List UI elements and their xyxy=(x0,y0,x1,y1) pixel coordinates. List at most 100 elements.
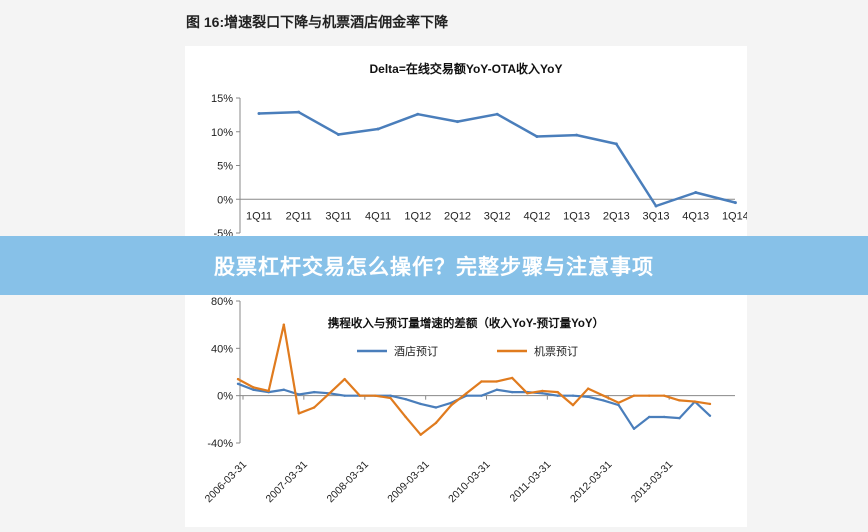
chart1-data-point xyxy=(733,201,737,205)
chart2-air-point xyxy=(541,389,544,393)
chart2-air-point xyxy=(389,396,392,400)
chart2-x-tick-label: 2006-03-31 xyxy=(203,459,250,506)
chart2-hotel-point xyxy=(343,394,346,397)
chart1-x-tick-label: 1Q11 xyxy=(246,210,272,222)
chart2-air-point xyxy=(556,390,559,394)
chart1-x-tick-label: 1Q12 xyxy=(404,210,431,222)
chart2-hotel-point xyxy=(632,427,636,430)
chart1-y-tick-label: 5% xyxy=(217,161,233,173)
chart1-data-point xyxy=(654,204,658,208)
chart1-x-tick-label: 1Q13 xyxy=(563,210,590,222)
chart2-air-point xyxy=(678,399,681,402)
chart-commission-delta: Delta=在线交易额YoY-OTA收入YoY 15% 10% 5% 0% -5% 1Q11… xyxy=(211,61,749,240)
chart1-x-tick-label: 3Q12 xyxy=(484,210,511,222)
chart2-air-point xyxy=(617,401,620,404)
chart2-hotel-point xyxy=(708,414,712,417)
chart2-air-point xyxy=(358,394,362,397)
chart2-air-point xyxy=(373,394,377,397)
chart2-legend-label: 酒店预订 xyxy=(394,344,438,358)
chart2-hotel-point xyxy=(236,382,240,386)
chart1-data-point xyxy=(495,112,499,116)
chart2-air-point xyxy=(404,415,407,419)
chart2-series-air-line xyxy=(237,323,711,436)
chart1-x-tick-label: 3Q11 xyxy=(325,210,351,222)
chart1-x-tick-label: 2Q12 xyxy=(444,210,471,222)
chart1-title: Delta=在线交易额YoY-OTA收入YoY xyxy=(369,61,562,76)
figure-title: 图 16:增速裂口下降与机票酒店佣金率下降 xyxy=(186,14,449,30)
chart2-hotel-point xyxy=(647,415,651,419)
chart2-air-point xyxy=(571,403,575,407)
chart2-air-point xyxy=(343,377,346,381)
chart2-hotel-point xyxy=(495,388,499,391)
chart2-x-tick-label: 2012-03-31 xyxy=(568,459,615,506)
chart2-air-point xyxy=(419,433,422,436)
chart2-air-point xyxy=(526,392,529,395)
chart2-y-tick-label: 40% xyxy=(211,343,233,355)
chart2-title: 携程收入与预订量增速的差额（收入YoY-预订量YoY） xyxy=(328,316,604,330)
chart1-data-point xyxy=(376,127,380,131)
chart2-air-point xyxy=(328,392,331,395)
chart2-hotel-point xyxy=(510,390,514,394)
chart2-air-point xyxy=(647,394,651,397)
chart2-air-point xyxy=(236,377,240,381)
chart1-data-point xyxy=(575,133,579,137)
chart2-air-point xyxy=(465,392,468,395)
chart2-hotel-point xyxy=(556,394,559,397)
chart1-data-point xyxy=(614,142,618,146)
chart-ctrip-growth-gap: 80% 40% 0% -40% 2006-03-31 2007-03-31 2008-03-… xyxy=(203,296,735,506)
chart2-hotel-point xyxy=(678,416,681,420)
chart1-x-tick-label: 2Q13 xyxy=(603,210,630,222)
chart2-hotel-point xyxy=(602,399,605,402)
chart1-x-tick-label: 4Q12 xyxy=(523,210,550,222)
chart1-data-point xyxy=(416,112,420,116)
chart2-air-point xyxy=(282,323,286,326)
chart1-data-point xyxy=(694,191,698,194)
chart2-hotel-point xyxy=(571,394,575,397)
chart2-x-tick-label: 2011-03-31 xyxy=(508,459,554,505)
chart1-y-tick-label: -5% xyxy=(213,228,233,236)
chart1-x-tick-label: 4Q11 xyxy=(365,210,391,222)
chart2-hotel-point xyxy=(586,395,590,399)
chart1-data-point xyxy=(535,134,539,138)
chart2-y-tick-label: 0% xyxy=(217,391,233,403)
chart2-air-point xyxy=(708,402,712,406)
chart2-y-tick-label: 80% xyxy=(211,296,233,308)
chart2-hotel-point xyxy=(541,392,544,395)
chart1-series-line xyxy=(258,110,736,208)
chart2-air-point xyxy=(495,380,499,383)
banner-title[interactable]: 股票杠杆交易怎么操作？完整步骤与注意事项 xyxy=(214,254,654,279)
chart-panel-top: Delta=在线交易额YoY-OTA收入YoY 15% 10% 5% 0% -5% 1Q11… xyxy=(185,46,749,240)
chart2-air-point xyxy=(267,389,270,393)
chart-panel-bottom: 80% 40% 0% -40% 2006-03-31 2007-03-31 2008-03-… xyxy=(185,295,747,527)
chart1-data-point xyxy=(456,120,459,124)
chart2-x-tick-label: 2009-03-31 xyxy=(385,459,432,506)
chart2-air-point xyxy=(450,403,453,407)
chart2-air-point xyxy=(252,386,255,389)
chart2-hotel-point xyxy=(662,415,666,419)
chart1-x-tick-label: 4Q13 xyxy=(682,210,709,222)
chart2-legend-label: 机票预订 xyxy=(534,344,578,358)
chart2-y-tick-label: -40% xyxy=(207,438,233,450)
chart2-air-point xyxy=(297,412,301,415)
chart2-x-tick-label: 2013-03-31 xyxy=(629,459,676,506)
chart1-data-point xyxy=(336,132,340,136)
chart2-hotel-point xyxy=(480,394,483,397)
article-banner[interactable]: 股票杠杆交易怎么操作？完整步骤与注意事项 xyxy=(0,236,868,295)
chart2-air-point xyxy=(602,394,605,397)
chart1-data-point xyxy=(257,112,261,116)
chart2-series-hotel-line xyxy=(237,382,711,430)
chart2-hotel-point xyxy=(404,398,407,401)
chart2-hotel-point xyxy=(282,388,286,391)
chart1-y-tick-label: 0% xyxy=(217,194,233,206)
chart2-air-point xyxy=(586,387,590,390)
chart2-hotel-point xyxy=(434,406,438,409)
chart2-hotel-point xyxy=(617,403,620,407)
chart2-air-point xyxy=(632,394,636,397)
chart1-y-tick-label: 15% xyxy=(211,93,233,105)
chart2-x-tick-label: 2010-03-31 xyxy=(446,459,493,506)
chart1-x-tick-label: 3Q13 xyxy=(643,210,670,222)
chart2-hotel-point xyxy=(297,393,301,396)
chart2-air-point xyxy=(434,421,438,425)
chart2-x-tick-label: 2008-03-31 xyxy=(324,459,371,506)
chart2-hotel-point xyxy=(252,388,255,391)
